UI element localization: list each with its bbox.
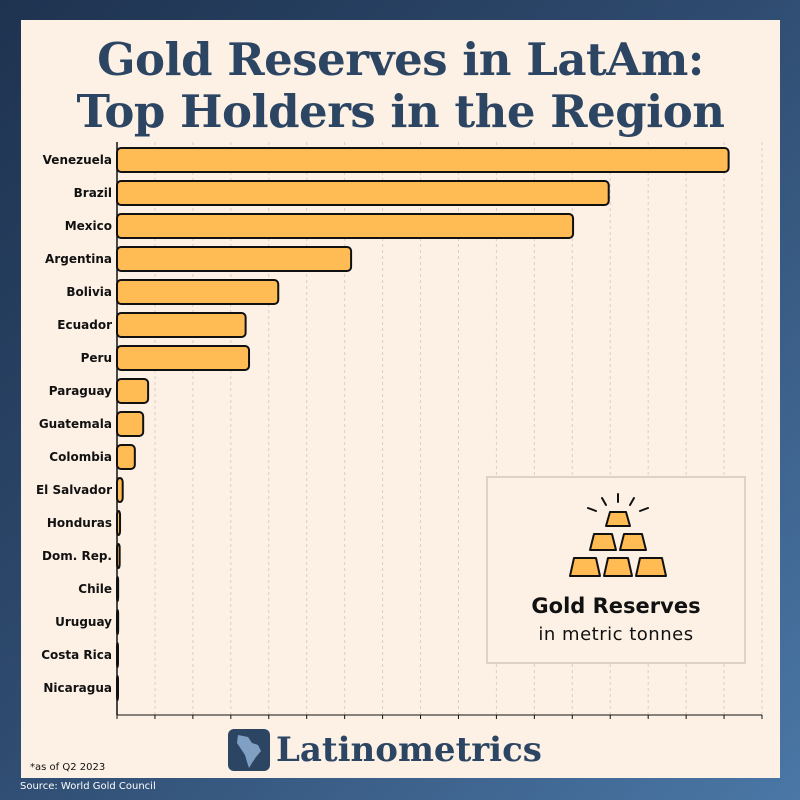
bar	[116, 411, 145, 437]
category-label: Peru	[81, 351, 112, 365]
gold-bars-icon	[569, 493, 667, 577]
title-line-2: Top Holders in the Region	[76, 85, 726, 138]
category-label: El Salvador	[36, 483, 112, 497]
category-label: Bolivia	[66, 285, 112, 299]
category-label: Dom. Rep.	[42, 549, 112, 563]
bar	[116, 378, 150, 404]
category-label: Argentina	[45, 252, 112, 266]
brand-name: Latinometrics	[276, 730, 542, 770]
bar	[116, 444, 136, 470]
latam-map-icon	[228, 729, 270, 771]
bar	[116, 477, 124, 503]
bar	[116, 213, 575, 239]
x-axis: 0102030405060708090100110120130140150160…	[116, 142, 763, 719]
category-label: Ecuador	[57, 318, 112, 332]
bar	[116, 180, 610, 206]
legend-title: Gold Reserves	[531, 594, 701, 618]
category-label: Uruguay	[55, 615, 112, 629]
category-label: Venezuela	[43, 153, 112, 167]
title-line-1: Gold Reserves in LatAm:	[97, 33, 704, 86]
bar	[116, 246, 353, 272]
legend-subtitle: in metric tonnes	[538, 624, 694, 645]
category-labels: Venezuela Brazil Mexico Argentina Bolivia Ecu…	[36, 153, 112, 695]
footnote: *as of Q2 2023	[30, 762, 106, 773]
bar	[116, 312, 247, 338]
chart-card: Gold Reserves in LatAm: Top Holders in t…	[21, 20, 780, 778]
legend-box: Gold Reserves in metric tonnes	[486, 476, 746, 664]
bar	[116, 345, 251, 371]
category-label: Guatemala	[39, 417, 112, 431]
bar	[116, 147, 730, 173]
category-label: Paraguay	[49, 384, 112, 398]
category-label: Nicaragua	[43, 681, 112, 695]
chart-title: Gold Reserves in LatAm: Top Holders in t…	[21, 34, 780, 138]
category-label: Mexico	[65, 219, 112, 233]
bar	[116, 279, 280, 305]
bar-chart: Venezuela Brazil Mexico Argentina Bolivia Ecu…	[36, 142, 763, 719]
category-label: Brazil	[74, 186, 112, 200]
category-label: Chile	[78, 582, 112, 596]
brand-logo-block: Latinometrics	[228, 727, 542, 773]
category-label: Honduras	[47, 516, 112, 530]
category-label: Costa Rica	[41, 648, 112, 662]
category-label: Colombia	[49, 450, 112, 464]
source-note: Source: World Gold Council	[20, 781, 156, 792]
